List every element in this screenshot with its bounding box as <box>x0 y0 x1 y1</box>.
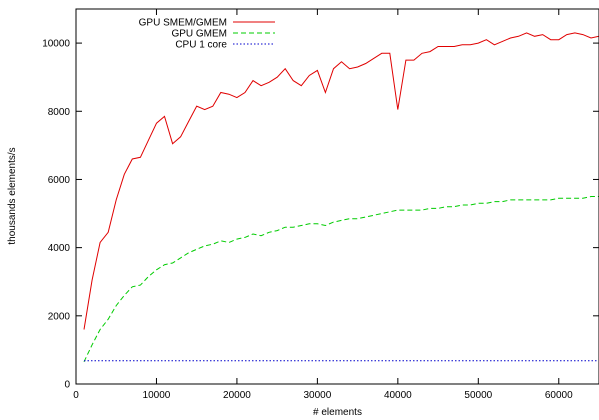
y-tick-label: 6000 <box>48 175 71 186</box>
x-tick-label: 30000 <box>303 390 331 401</box>
x-axis-label: # elements <box>313 407 362 418</box>
x-tick-label: 10000 <box>143 390 171 401</box>
axis-ticks: 0 10000 20000 30000 40000 50000 60000 0 2000 4000… <box>42 9 599 401</box>
x-tick-label: 40000 <box>384 390 412 401</box>
legend-label-3: CPU 1 core <box>175 40 227 51</box>
series-line-1 <box>83 32 599 330</box>
x-tick-label: 20000 <box>223 390 251 401</box>
series-layer <box>83 32 599 363</box>
y-tick-label: 4000 <box>48 243 71 254</box>
y-tick-label: 10000 <box>42 39 70 50</box>
legend-label-2: GPU GMEM <box>171 29 227 40</box>
y-tick-label: 8000 <box>48 107 71 118</box>
y-tick-label: 2000 <box>48 311 71 322</box>
series-line-2 <box>83 196 599 363</box>
y-axis-label: thousands elements/s <box>7 147 18 244</box>
plot-frame <box>75 8 599 385</box>
x-tick-label: 60000 <box>545 390 573 401</box>
y-tick-label: 0 <box>64 380 70 391</box>
legend-label-1: GPU SMEM/GMEM <box>139 18 227 29</box>
x-tick-label: 0 <box>73 390 79 401</box>
x-tick-label: 50000 <box>464 390 492 401</box>
